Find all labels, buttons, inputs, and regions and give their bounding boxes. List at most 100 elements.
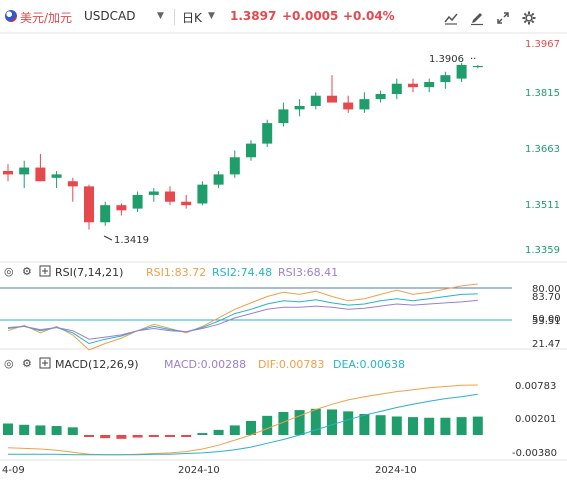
header-divider [174,9,175,25]
candle-up[interactable] [19,167,30,175]
rsi3-value: RSI3:68.41 [278,266,338,279]
macd-axis-label: 0.00783 [515,381,556,392]
low-marker-pointer [103,235,113,241]
macd-histogram-bar [84,435,94,437]
macd-histogram-bar [67,427,78,435]
candle-up[interactable] [213,174,224,185]
rsi1-line [7,283,478,351]
currency-flag-icon [5,10,17,22]
rsi-add-icon[interactable] [39,265,51,277]
fullscreen-button[interactable] [492,7,514,29]
price-change-percent: +0.04% [343,9,395,23]
candle-up[interactable] [359,99,370,110]
rsi1-value: RSI1:83.72 [146,266,206,279]
chart-header: 美元/加元 USDCAD ▼ 日K ▼ 1.3897 +0.0005 +0.04… [0,0,567,34]
macd-histogram-bar [294,410,305,435]
instrument-code[interactable]: USDCAD [84,9,136,23]
draw-tool-button[interactable] [466,7,488,29]
candle-up[interactable] [197,184,208,204]
macd-histogram-bar [359,413,370,435]
rsi-axis-label: 21.47 [532,339,561,350]
dea-value: DEA:0.00638 [333,358,405,371]
macd-settings-icon[interactable]: ⚙ [22,357,32,370]
candle-up[interactable] [132,194,143,209]
candle-up[interactable] [278,109,289,124]
period-selector[interactable]: 日K [182,11,202,25]
candle-up[interactable] [310,95,321,106]
rsi-settings-icon[interactable]: ⚙ [22,265,32,278]
macd-axis-label: 0.00201 [515,414,556,425]
candle-up[interactable] [424,82,435,88]
macd-histogram-bar [3,423,13,435]
rsi2-line [7,293,478,345]
macd-histogram-bar [229,425,240,435]
macd-add-icon[interactable] [39,357,51,369]
candle-up[interactable] [229,157,240,175]
candle-down[interactable] [35,167,46,182]
macd-axis-label: -0.00380 [512,448,557,459]
candle-down[interactable] [181,201,192,206]
price-axis-label: 1.3663 [525,144,560,155]
macd-histogram-bar [262,415,273,435]
rsi-axis-label: 80.00 [532,284,561,295]
macd-histogram-bar [51,426,62,435]
candle-down[interactable] [116,205,127,211]
instrument-name[interactable]: 美元/加元 [20,11,73,25]
macd-histogram-bar [197,433,208,435]
macd-legend: ◎ ⚙ MACD(12,26,9) MACD:0.00288 DIF:0.007… [4,357,405,371]
low-price-marker: 1.3419 [114,235,149,246]
macd-histogram-bar [456,417,467,435]
macd-histogram [3,408,483,439]
macd-histogram-bar [424,417,435,435]
candle-down[interactable] [408,83,418,88]
time-axis: 4-09 2024-10 2024-10 [2,465,417,476]
candle-up[interactable] [246,143,256,158]
macd-histogram-bar [440,417,451,435]
candle-up[interactable] [456,64,467,79]
candle-down[interactable] [67,181,78,187]
settings-button[interactable] [518,7,540,29]
rsi-collapse-icon[interactable]: ◎ [4,265,14,278]
candle-up[interactable] [472,65,483,68]
time-axis-label: 4-09 [2,465,25,476]
candlestick-series [3,62,483,230]
rsi-axis-label: 53.51 [532,316,561,327]
candle-up[interactable] [391,83,402,94]
instrument-dropdown-icon[interactable]: ▼ [157,11,164,21]
macd-histogram-bar [165,435,175,437]
macd-lines [7,384,478,456]
candle-up[interactable] [440,75,451,83]
macd-histogram-bar [116,435,127,439]
last-price: 1.3897 [230,9,277,23]
candle-up[interactable] [375,94,386,100]
rsi-title: RSI(7,14,21) [55,266,123,279]
macd-histogram-bar [408,417,418,435]
period-dropdown-icon[interactable]: ▼ [208,11,215,21]
macd-collapse-icon[interactable]: ◎ [4,357,14,370]
candle-down[interactable] [343,102,354,110]
price-axis-label: 1.3511 [525,200,560,211]
candle-down[interactable] [84,186,94,223]
price-change: +0.0005 [282,9,339,23]
macd-histogram-bar [343,411,354,435]
candle-up[interactable] [51,174,62,178]
candle-up[interactable] [100,205,111,223]
macd-histogram-bar [213,429,224,435]
candle-up[interactable] [148,191,159,195]
macd-histogram-bar [19,424,30,435]
candle-down[interactable] [3,170,13,175]
candle-down[interactable] [165,191,175,202]
candle-up[interactable] [262,123,273,144]
expand-icon [497,12,509,24]
macd-histogram-bar [100,435,111,439]
candlestick-style-button[interactable] [440,7,462,29]
candle-down[interactable] [327,95,337,103]
price-axis-label: 1.3967 [525,39,560,50]
macd-value: MACD:0.00288 [164,358,246,371]
rsi-series [7,283,478,351]
macd-histogram-bar [391,416,402,435]
candle-up[interactable] [294,105,305,110]
rsi-axis-label: 83.70 [532,292,561,303]
rsi2-value: RSI2:74.48 [212,266,272,279]
